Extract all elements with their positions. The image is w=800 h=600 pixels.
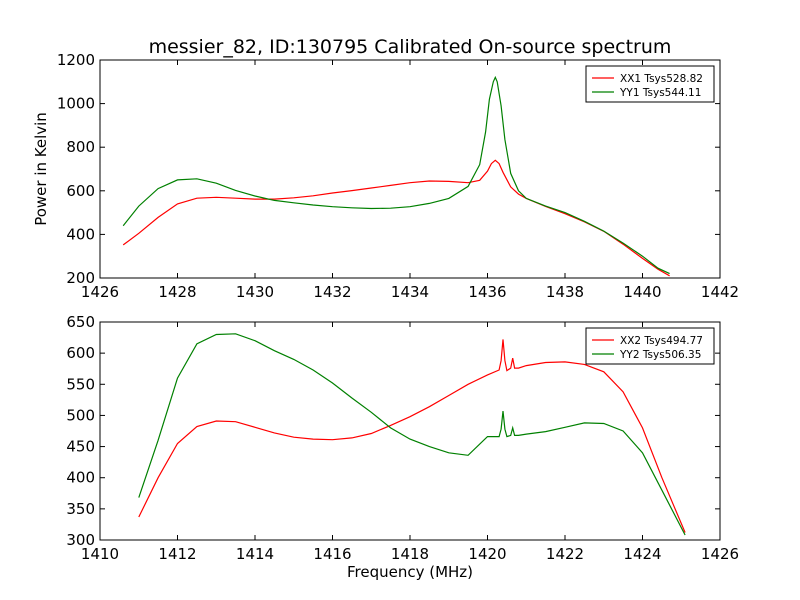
legend-box bbox=[585, 65, 715, 103]
series-line-yy1 bbox=[122, 75, 670, 275]
x-tick-label: 1426 bbox=[81, 283, 119, 301]
legend-label: XX2 Tsys494.77 bbox=[620, 335, 703, 347]
x-tick-label: 1412 bbox=[158, 545, 196, 563]
legend-label: YY2 Tsys506.35 bbox=[619, 349, 701, 361]
x-tick-label: 1430 bbox=[236, 283, 274, 301]
y-tick-label: 400 bbox=[66, 225, 95, 243]
y-tick-label: 300 bbox=[66, 531, 95, 549]
legend-label: XX1 Tsys528.82 bbox=[620, 73, 703, 85]
x-tick-label: 1436 bbox=[468, 283, 506, 301]
x-tick-label: 1442 bbox=[701, 283, 739, 301]
y-tick-label: 450 bbox=[66, 438, 95, 456]
series-line-yy2 bbox=[138, 333, 686, 536]
x-tick-label: 1434 bbox=[391, 283, 429, 301]
y-tick-label: 1200 bbox=[57, 51, 95, 69]
x-tick-label: 1418 bbox=[391, 545, 429, 563]
series-line-xx1 bbox=[122, 159, 670, 277]
shared-ylabel: Power in Kelvin bbox=[32, 112, 50, 226]
y-tick-label: 350 bbox=[66, 500, 95, 518]
series-line-xx2 bbox=[138, 339, 686, 533]
x-tick-label: 1428 bbox=[158, 283, 196, 301]
figure-title: messier_82, ID:130795 Calibrated On-sour… bbox=[149, 36, 672, 58]
y-tick-label: 650 bbox=[66, 313, 95, 331]
top-spectrum-plot: 1426 1428 1430 1432 1434 1436 1438 1440 1442 200 4… bbox=[57, 51, 739, 301]
legend-box bbox=[585, 327, 715, 365]
y-tick-label: 1000 bbox=[57, 95, 95, 113]
x-tick-label: 1416 bbox=[313, 545, 351, 563]
y-tick-label: 600 bbox=[66, 344, 95, 362]
y-tick-label: 800 bbox=[66, 138, 95, 156]
x-tick-label: 1422 bbox=[546, 545, 584, 563]
x-tick-label: 1440 bbox=[623, 283, 661, 301]
x-tick-label: 1420 bbox=[468, 545, 506, 563]
y-tick-label: 550 bbox=[66, 375, 95, 393]
y-tick-label: 400 bbox=[66, 469, 95, 487]
y-tick-label: 500 bbox=[66, 406, 95, 424]
x-tick-label: 1438 bbox=[546, 283, 584, 301]
x-tick-label: 1426 bbox=[701, 545, 739, 563]
x-tick-label: 1432 bbox=[313, 283, 351, 301]
x-tick-label: 1424 bbox=[623, 545, 661, 563]
x-tick-label: 1410 bbox=[81, 545, 119, 563]
y-tick-label: 600 bbox=[66, 182, 95, 200]
y-tick-label: 200 bbox=[66, 269, 95, 287]
x-tick-label: 1414 bbox=[236, 545, 274, 563]
legend-label: YY1 Tsys544.11 bbox=[619, 87, 701, 99]
bottom-spectrum-plot: 1410 1412 1414 1416 1418 1420 1422 1424 1426 300 3… bbox=[66, 313, 739, 563]
shared-xlabel: Frequency (MHz) bbox=[347, 563, 473, 581]
